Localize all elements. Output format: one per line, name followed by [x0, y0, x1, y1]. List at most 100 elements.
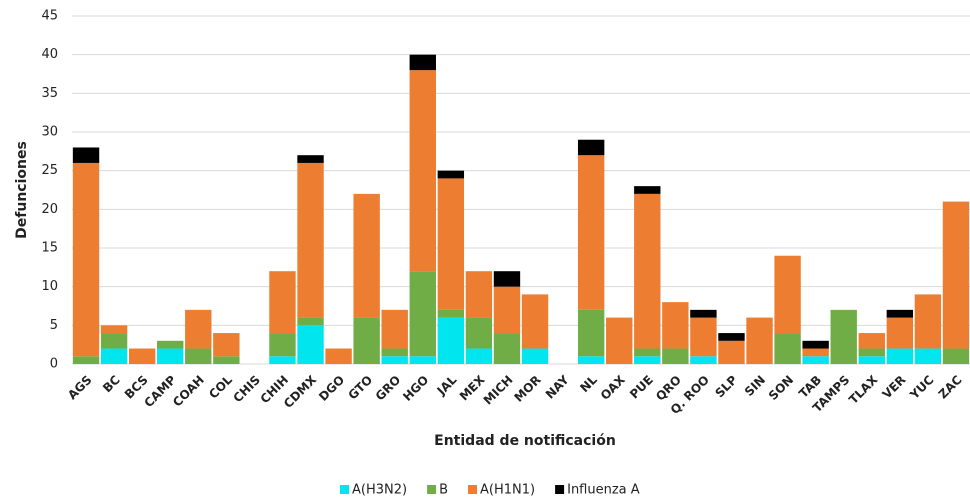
x-tick-label: NAY [543, 372, 572, 401]
bar-segment [465, 348, 493, 364]
y-tick-label: 10 [41, 279, 58, 294]
y-tick-label: 40 [41, 47, 58, 62]
bar-segment [577, 155, 605, 310]
bar-segment [634, 193, 661, 349]
bar-segment [381, 356, 408, 364]
bar-segment [521, 294, 549, 349]
bar-segment [858, 356, 885, 364]
bar-segment [493, 286, 521, 334]
bar-segment [128, 348, 156, 364]
legend-label: A(H3N2) [352, 483, 407, 498]
legend-swatch [340, 485, 349, 494]
bar-segment [634, 348, 661, 357]
bar-segment [465, 317, 493, 349]
y-tick-label: 35 [41, 86, 58, 101]
bar-segment [858, 348, 885, 357]
bar-segment [521, 348, 549, 364]
bar-segment [662, 348, 689, 364]
x-tick-label: HGO [400, 373, 431, 404]
bar-segment [269, 356, 296, 364]
bar-segment [353, 317, 380, 364]
bar-segment [662, 302, 689, 349]
legend-swatch [468, 485, 478, 494]
bar-segment [100, 325, 128, 334]
bar-segment [718, 333, 745, 341]
x-tick-label: JAL [434, 372, 460, 398]
x-tick-label: OAX [598, 372, 629, 403]
bar-segment [269, 271, 296, 334]
bar-segment [100, 348, 128, 364]
x-tick-label: BC [100, 373, 123, 396]
bar-segment [914, 294, 942, 349]
bar-segment [577, 139, 605, 156]
bar-segment [942, 348, 970, 364]
bar-segment [718, 340, 745, 364]
bar-segment [72, 162, 100, 357]
bar-segment [437, 170, 465, 179]
bar-segment [746, 317, 773, 364]
bar-segment [437, 309, 465, 318]
bar-segment [437, 178, 465, 310]
bar-segment [213, 333, 240, 357]
bar-segment [297, 317, 324, 326]
bar-segment [437, 317, 465, 364]
x-tick-label: AGS [65, 373, 95, 403]
x-tick-label: ZAC [936, 373, 965, 402]
x-tick-label: MICH [481, 373, 516, 408]
x-tick-label: GRO [373, 373, 404, 404]
legend-label: A(H1N1) [480, 483, 535, 498]
x-tick-label: SON [766, 373, 796, 403]
bar-segment [802, 348, 829, 357]
x-axis-title: Entidad de notificación [434, 433, 616, 449]
bar-segment [185, 348, 212, 364]
bar-segment [942, 201, 970, 349]
bar-segment [297, 155, 324, 163]
bar-segment [157, 348, 184, 364]
legend-label: Influenza A [567, 483, 640, 498]
legend-swatch [555, 485, 565, 494]
legend-swatch [427, 485, 437, 494]
bar-segment [830, 309, 857, 364]
y-tick-label: 45 [41, 9, 58, 24]
y-tick-label: 5 [50, 318, 58, 333]
y-tick-label: 20 [41, 202, 58, 217]
bar-segment [634, 186, 661, 194]
bar-segment [802, 340, 829, 349]
bar-segment [269, 333, 296, 357]
bar-segment [577, 356, 605, 364]
x-tick-label: CHIS [230, 373, 263, 406]
bar-segment [802, 356, 829, 364]
x-tick-label: COL [206, 372, 235, 401]
y-tick-label: 0 [50, 357, 58, 372]
bar-segment [858, 333, 885, 349]
bar-segment [690, 356, 717, 364]
bar-segment [886, 309, 914, 318]
x-tick-label: DGO [316, 373, 347, 404]
bar-segment [409, 54, 436, 71]
bar-segment [325, 348, 352, 364]
x-tick-label: TLAX [846, 372, 881, 407]
x-tick-label: NL [577, 372, 600, 395]
bar-segment [493, 271, 521, 287]
x-tick-label: SLP [712, 373, 740, 401]
x-tick-label: COAH [170, 373, 207, 410]
bar-segment [690, 309, 717, 318]
bar-segment [886, 317, 914, 349]
x-tick-label: MOR [512, 373, 544, 405]
x-tick-label: SIN [742, 373, 768, 399]
bar-segment [185, 309, 212, 349]
bar-segment [157, 340, 184, 349]
bar-segment [297, 162, 324, 318]
bar-segment [409, 70, 436, 272]
y-tick-label: 25 [41, 163, 58, 178]
bar-segment [914, 348, 942, 364]
bar-segment [690, 317, 717, 357]
y-axis-title: Defunciones [14, 141, 30, 239]
bar-segment [381, 309, 408, 349]
y-tick-label: 15 [41, 241, 58, 256]
bar-segment [465, 271, 493, 318]
bar-segment [297, 325, 324, 364]
x-tick-label: CDMX [281, 372, 320, 411]
y-tick-label: 30 [41, 125, 58, 140]
bar-segment [774, 255, 801, 334]
